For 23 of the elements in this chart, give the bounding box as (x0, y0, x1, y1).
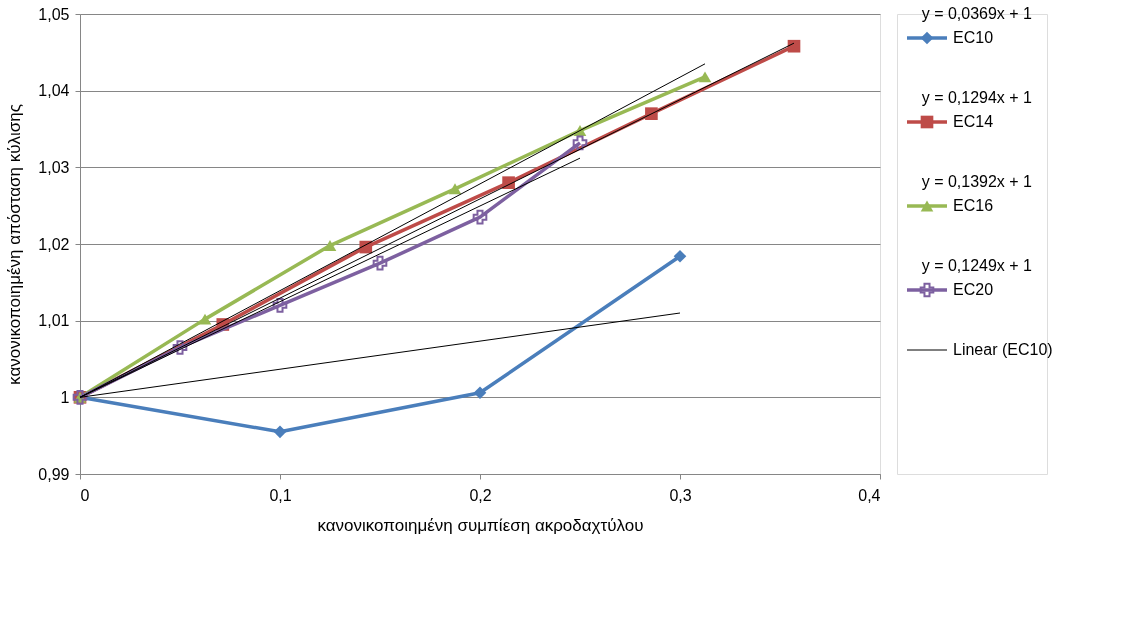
y-tick-label: 1 (60, 388, 70, 406)
legend-label: Linear (EC10) (953, 341, 1053, 358)
text: y = 0,1294x + 1 (921, 89, 1033, 106)
legend-label: EC16 (953, 197, 994, 214)
y-tick-label: 1,01 (38, 312, 70, 330)
legend-label: EC10 (953, 29, 994, 46)
x-tick-label: 0,2 (469, 486, 492, 504)
x-tick-label: 0,1 (269, 486, 292, 504)
x-axis-title: κανονικοποιημένη συμπίεση ακροδαχτύλου (317, 515, 644, 535)
y-tick-label: 1,02 (38, 235, 70, 253)
x-tick-label: 0,3 (669, 486, 692, 504)
y-axis-title: κανονικοποιημένη απόσταση κύλισης (5, 104, 25, 385)
x-tick-label: 0 (80, 486, 90, 504)
text: y = 0,1249x + 1 (921, 257, 1033, 274)
y-tick-label: 1,03 (38, 158, 70, 176)
y-tick-label: 1,05 (38, 5, 70, 23)
legend-label: EC14 (953, 113, 994, 130)
x-tick-label: 0,4 (858, 486, 881, 504)
y-tick-label: 0,99 (38, 465, 70, 483)
y-tick-label: 1,04 (38, 82, 70, 100)
legend-label: EC20 (953, 281, 994, 298)
text: y = 0,1392x + 1 (921, 173, 1033, 190)
text: y = 0,0369x + 1 (921, 5, 1033, 22)
